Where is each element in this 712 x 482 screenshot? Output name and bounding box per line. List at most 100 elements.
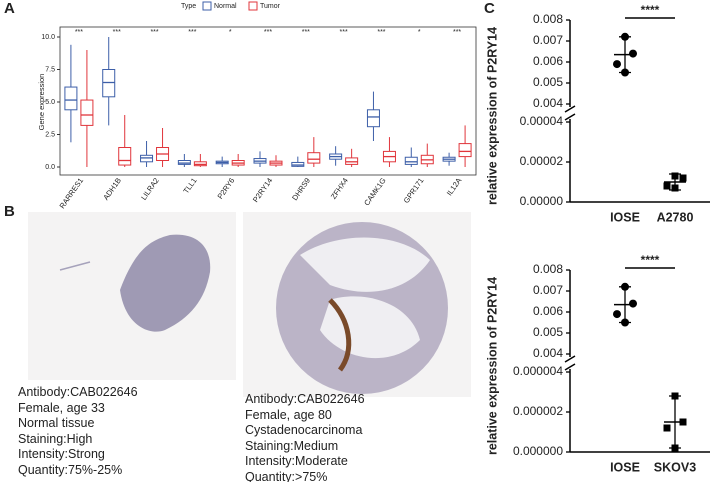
x-tick-label: IOSE bbox=[610, 210, 640, 224]
x-tick-label: ZFHX4 bbox=[329, 176, 350, 201]
box bbox=[458, 143, 472, 158]
caption-line: Antibody:CAB022646 bbox=[245, 392, 365, 406]
y-tick-label: 0.004 bbox=[533, 346, 563, 360]
y-axis-label: relative expression of P2RY14 bbox=[485, 277, 499, 455]
y-tick-label: 0.0 bbox=[45, 164, 55, 171]
y-tick-label: 0.008 bbox=[533, 262, 563, 276]
x-tick-label: CAMK1G bbox=[362, 176, 388, 207]
x-tick-label: A2780 bbox=[657, 210, 694, 224]
y-tick-label: 0.006 bbox=[533, 54, 563, 68]
y-tick-label: 0.005 bbox=[533, 75, 563, 89]
caption-line: Quantity:>75% bbox=[245, 469, 328, 482]
caption-line: Female, age 80 bbox=[245, 407, 332, 422]
significance: *** bbox=[453, 29, 461, 36]
box bbox=[64, 86, 78, 111]
box bbox=[118, 147, 132, 166]
significance: *** bbox=[377, 29, 385, 36]
data-point bbox=[629, 299, 637, 308]
significance: *** bbox=[340, 29, 348, 36]
tissue-caption: Antibody:CAB022646 Female, age 80 Cystaden… bbox=[245, 392, 365, 482]
significance: *** bbox=[113, 29, 121, 36]
y-tick-label: 10.0 bbox=[41, 34, 55, 41]
y-tick-label: 0.000004 bbox=[513, 364, 563, 378]
legend-title: Type bbox=[181, 3, 196, 10]
error-caps bbox=[669, 173, 681, 191]
data-point bbox=[613, 310, 621, 319]
error-caps bbox=[619, 36, 631, 74]
x-tick-label: DHRS9 bbox=[290, 176, 312, 202]
tissue-caption: Antibody:CAB022646 Female, age 33 Normal t… bbox=[18, 385, 138, 478]
panel-label: B bbox=[4, 203, 15, 220]
x-tick-label: P2RY14 bbox=[251, 176, 274, 204]
x-tick-label: SKOV3 bbox=[654, 460, 696, 474]
significance: *** bbox=[150, 29, 158, 36]
data-point bbox=[663, 182, 671, 190]
panel-label: C bbox=[484, 0, 495, 17]
y-tick-label: 0.008 bbox=[533, 12, 563, 26]
box bbox=[140, 154, 154, 163]
box bbox=[345, 157, 359, 165]
data-point bbox=[663, 424, 671, 432]
error-caps bbox=[669, 395, 681, 449]
legend-label: Tumor bbox=[260, 3, 281, 10]
y-axis-label: relative expression of P2RY14 bbox=[485, 27, 499, 205]
x-tick-label: IL12A bbox=[445, 176, 464, 197]
y-tick-label: 0.005 bbox=[533, 325, 563, 339]
box bbox=[177, 160, 191, 165]
error-caps bbox=[619, 286, 631, 324]
box bbox=[80, 99, 94, 126]
data-point bbox=[679, 174, 687, 182]
box bbox=[307, 152, 321, 164]
y-tick-label: 0.00000 bbox=[520, 194, 564, 208]
caption-line: Quantity:75%-25% bbox=[18, 462, 123, 477]
legend-swatch bbox=[202, 1, 212, 11]
y-tick-label: 0.00002 bbox=[520, 154, 564, 168]
box bbox=[366, 109, 380, 128]
tissue-image-tumor bbox=[243, 212, 471, 397]
panel-label: A bbox=[4, 0, 15, 17]
y-tick-label: 0.000002 bbox=[513, 404, 563, 418]
data-point bbox=[629, 49, 637, 58]
y-tick-label: 0.000000 bbox=[513, 444, 563, 458]
caption-line: Staining:High bbox=[18, 431, 93, 446]
plot-frame bbox=[59, 26, 477, 176]
x-tick-label: LILRA2 bbox=[139, 176, 161, 202]
x-tick-label: TLL1 bbox=[181, 176, 198, 195]
significance: * bbox=[418, 29, 421, 36]
x-tick-label: IOSE bbox=[610, 460, 640, 474]
caption-line: Staining:Medium bbox=[245, 438, 339, 453]
tissue-image-normal bbox=[28, 212, 236, 380]
significance: *** bbox=[188, 29, 196, 36]
caption-line: Female, age 33 bbox=[18, 400, 105, 415]
significance: *** bbox=[75, 29, 83, 36]
caption-line: Intensity:Moderate bbox=[245, 454, 348, 468]
significance: *** bbox=[264, 29, 272, 36]
legend-swatch bbox=[248, 1, 258, 11]
x-tick-label: RARRES1 bbox=[57, 176, 85, 210]
y-tick-label: 0.007 bbox=[533, 283, 563, 297]
caption-line: Normal tissue bbox=[18, 416, 95, 430]
y-tick-label: 0.00004 bbox=[520, 114, 564, 128]
y-tick-label: 0.004 bbox=[533, 96, 563, 110]
box bbox=[291, 161, 305, 167]
y-tick-label: 0.007 bbox=[533, 33, 563, 47]
y-axis-label: Gene expression bbox=[37, 74, 46, 131]
x-tick-label: GPR171 bbox=[402, 176, 426, 205]
axis-break bbox=[564, 355, 576, 371]
y-tick-label: 2.5 bbox=[45, 131, 55, 138]
box bbox=[404, 156, 418, 165]
axis-break bbox=[564, 105, 576, 121]
y-tick-label: 7.5 bbox=[45, 66, 55, 73]
data-point bbox=[613, 60, 621, 69]
significance: *** bbox=[302, 29, 310, 36]
caption-line: Cystadenocarcinoma bbox=[245, 423, 363, 437]
caption-line: Antibody:CAB022646 bbox=[18, 385, 138, 399]
y-tick-label: 0.006 bbox=[533, 304, 563, 318]
y-tick-label: 5.0 bbox=[45, 99, 55, 106]
caption-line: Intensity:Strong bbox=[18, 447, 105, 461]
x-tick-label: P2RY6 bbox=[216, 176, 237, 201]
legend-label: Normal bbox=[214, 3, 237, 10]
significance: **** bbox=[641, 253, 660, 267]
